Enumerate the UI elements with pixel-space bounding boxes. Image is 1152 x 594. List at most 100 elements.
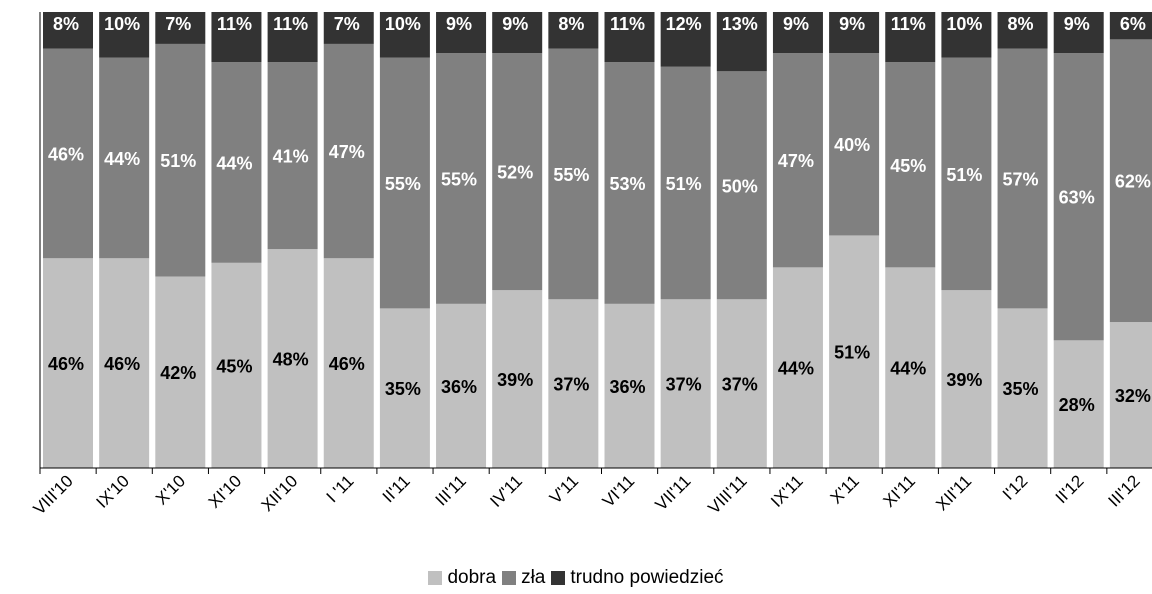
value-label-dobra-1: 46%	[48, 354, 84, 374]
stacked-bar-chart: 46% 46% 8% 46% 44% 10% 42% 51% 7% 45% 44% 11% 48% 41%…	[30, 12, 1152, 519]
bar-trudno-powiedziec-16	[885, 12, 936, 63]
value-labels-group: 46% 46% 8% 46% 44% 10% 42% 51% 7% 45% 44% 11% 48% 41%…	[48, 14, 1151, 415]
value-label-zla-13: 50%	[722, 176, 758, 196]
x-tick-label-17: XII'11	[932, 471, 975, 514]
legend-item-dobra: dobra	[428, 567, 496, 589]
bar-trudno-powiedziec-4	[211, 12, 262, 63]
value-label-zla-5: 41%	[273, 147, 309, 167]
value-label-trudno-powiedziec-6: 7%	[334, 14, 360, 34]
value-label-dobra-16: 44%	[890, 359, 926, 379]
value-label-dobra-18: 35%	[1003, 379, 1039, 399]
bar-dobra-20	[1109, 322, 1152, 468]
bar-zla-9	[492, 53, 543, 291]
x-tick-label-14: IX'11	[767, 471, 807, 511]
value-label-trudno-powiedziec-1: 8%	[53, 14, 79, 34]
bar-zla-8	[436, 53, 487, 304]
value-label-dobra-4: 45%	[216, 356, 252, 376]
bar-dobra-5	[267, 249, 318, 468]
x-tick-label-11: VI'11	[599, 471, 639, 511]
bar-trudno-powiedziec-20	[1109, 12, 1152, 40]
value-label-zla-10: 55%	[553, 165, 589, 185]
bar-dobra-2	[99, 258, 150, 468]
x-tick-label-9: IV'11	[486, 471, 526, 511]
bar-trudno-powiedziec-7	[379, 12, 430, 58]
bar-trudno-powiedziec-19	[1053, 12, 1104, 54]
bar-trudno-powiedziec-14	[772, 12, 823, 54]
bar-dobra-15	[829, 235, 880, 468]
value-label-trudno-powiedziec-2: 10%	[104, 14, 140, 34]
legend-swatch-trudno-powiedziec	[551, 571, 566, 585]
x-tick-label-16: XI'11	[880, 471, 920, 511]
x-tick-label-6: I '11	[323, 471, 358, 506]
bar-zla-20	[1109, 39, 1152, 323]
bar-zla-11	[604, 62, 655, 304]
value-label-dobra-5: 48%	[273, 350, 309, 370]
legend-label-zla: zła	[521, 567, 546, 588]
legend-label-dobra: dobra	[447, 567, 497, 588]
value-label-trudno-powiedziec-17: 10%	[946, 14, 982, 34]
bar-trudno-powiedziec-10	[548, 12, 599, 49]
bar-zla-18	[997, 48, 1048, 309]
bar-zla-6	[323, 43, 374, 259]
value-label-dobra-9: 39%	[497, 370, 533, 390]
bar-zla-10	[548, 48, 599, 300]
value-label-zla-9: 52%	[497, 163, 533, 183]
bar-trudno-powiedziec-6	[323, 12, 374, 44]
legend: dobra zła trudno powiedzieć	[0, 566, 1152, 590]
legend-swatch-dobra	[428, 571, 443, 585]
bar-trudno-powiedziec-17	[941, 12, 992, 58]
value-label-trudno-powiedziec-18: 8%	[1008, 14, 1034, 34]
bar-dobra-11	[604, 303, 655, 468]
x-tick-label-18: I'12	[999, 471, 1031, 503]
value-label-trudno-powiedziec-13: 13%	[722, 14, 758, 34]
x-tick-label-12: VII'11	[652, 471, 695, 514]
bar-trudno-powiedziec-1	[43, 12, 93, 49]
x-tick-label-2: IX'10	[93, 471, 133, 511]
x-tick-label-3: X'10	[152, 471, 189, 508]
legend-label-trudno-powiedziec: trudno powiedzieć	[570, 567, 724, 588]
bar-dobra-18	[997, 308, 1048, 468]
value-label-zla-20: 62%	[1115, 172, 1151, 192]
value-label-dobra-15: 51%	[834, 343, 870, 363]
value-label-dobra-11: 36%	[609, 377, 645, 397]
value-label-trudno-powiedziec-4: 11%	[217, 14, 252, 34]
bar-dobra-9	[492, 290, 543, 468]
x-tick-label-8: III'11	[432, 471, 470, 509]
value-label-trudno-powiedziec-7: 10%	[385, 14, 421, 34]
bar-trudno-powiedziec-3	[155, 12, 206, 44]
bar-trudno-powiedziec-15	[829, 12, 880, 54]
value-label-zla-12: 51%	[666, 174, 702, 194]
x-tick-label-5: XII'10	[258, 471, 302, 515]
x-tick-label-7: II'11	[379, 471, 414, 506]
bar-trudno-powiedziec-9	[492, 12, 543, 54]
value-label-zla-8: 55%	[441, 169, 477, 189]
bar-dobra-3	[155, 276, 206, 468]
value-label-dobra-17: 39%	[946, 370, 982, 390]
bar-dobra-19	[1053, 340, 1104, 468]
bar-dobra-17	[941, 290, 992, 468]
bar-dobra-1	[43, 258, 93, 468]
bar-zla-4	[211, 62, 262, 263]
legend-item-trudno-powiedziec: trudno powiedzieć	[551, 567, 724, 589]
value-label-zla-19: 63%	[1059, 188, 1095, 208]
bars-group	[43, 12, 1152, 468]
bar-trudno-powiedziec-5	[267, 12, 318, 63]
value-label-trudno-powiedziec-11: 11%	[610, 14, 645, 34]
bar-trudno-powiedziec-11	[604, 12, 655, 63]
value-label-zla-17: 51%	[946, 165, 982, 185]
value-label-dobra-12: 37%	[666, 375, 702, 395]
value-label-dobra-14: 44%	[778, 359, 814, 379]
legend-swatch-zla	[502, 571, 517, 585]
bar-zla-17	[941, 57, 992, 291]
value-label-trudno-powiedziec-19: 9%	[1064, 14, 1090, 34]
value-label-trudno-powiedziec-16: 11%	[891, 14, 926, 34]
value-label-zla-14: 47%	[778, 151, 814, 171]
value-label-dobra-6: 46%	[329, 354, 365, 374]
bar-zla-5	[267, 62, 318, 250]
value-label-zla-6: 47%	[329, 142, 365, 162]
value-label-zla-11: 53%	[609, 174, 645, 194]
bar-zla-7	[379, 57, 430, 309]
value-label-zla-4: 44%	[216, 153, 252, 173]
x-tick-label-13: VIII'11	[704, 471, 750, 517]
value-label-dobra-13: 37%	[722, 375, 758, 395]
